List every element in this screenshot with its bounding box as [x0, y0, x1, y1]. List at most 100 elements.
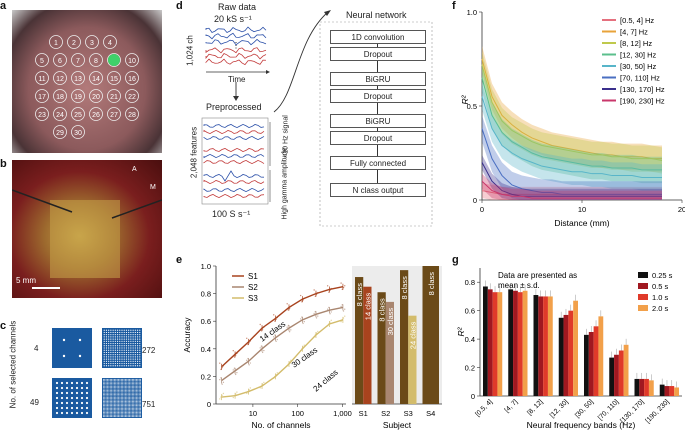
- selected-channel: [130, 329, 132, 331]
- scatter-point: [222, 392, 225, 395]
- selected-channel: [102, 407, 104, 409]
- electrode-circle: [125, 53, 139, 67]
- selected-channel: [118, 388, 120, 390]
- scatter-point: [246, 359, 248, 362]
- nn-arrow: [377, 128, 378, 131]
- selected-channel: [130, 405, 132, 407]
- selected-channel: [123, 340, 125, 342]
- selected-channel: [112, 402, 114, 404]
- selected-channel: [104, 410, 106, 412]
- selected-channel: [119, 392, 121, 394]
- selected-channel: [116, 396, 118, 398]
- selected-channel: [125, 360, 128, 362]
- legend-label: 0.5 s: [652, 282, 669, 291]
- selected-channel: [116, 400, 118, 402]
- selected-channel: [136, 336, 139, 338]
- selected-channel: [130, 414, 132, 416]
- selected-channel: [131, 396, 133, 398]
- selected-channel: [140, 396, 142, 398]
- selected-channel: [107, 391, 108, 393]
- selected-channel: [120, 414, 122, 416]
- scatter-point: [259, 323, 261, 326]
- selected-channel: [109, 413, 111, 415]
- selected-channel: [118, 380, 120, 382]
- scatter-point: [299, 294, 302, 297]
- selected-channel: [132, 340, 134, 342]
- selected-channel: [110, 354, 112, 356]
- selected-channel: [109, 403, 111, 405]
- selected-channel: [107, 413, 108, 415]
- selected-channel: [134, 354, 136, 356]
- selected-channel: [116, 391, 118, 393]
- selected-channel: [136, 383, 137, 384]
- selected-channel: [119, 387, 121, 389]
- selected-channel: [112, 331, 114, 334]
- selected-channel: [125, 334, 128, 336]
- selected-channel: [136, 349, 139, 351]
- bar: [609, 357, 615, 396]
- selected-channel: [104, 399, 106, 401]
- selected-channel: [134, 347, 136, 349]
- selected-channel: [137, 413, 139, 415]
- selected-channel: [121, 362, 123, 365]
- selected-channel: [137, 395, 139, 397]
- bar: [522, 290, 528, 396]
- selected-channel: [104, 407, 106, 409]
- selected-channel: [111, 385, 113, 387]
- selected-channel: [119, 365, 121, 367]
- selected-channel: [110, 356, 112, 358]
- selected-channel: [112, 381, 114, 383]
- selected-channel: [108, 356, 110, 358]
- scatter-point: [232, 369, 234, 371]
- selected-channel: [119, 406, 121, 408]
- category-label: [70, 110]: [597, 398, 620, 421]
- selected-channel: [128, 356, 130, 358]
- series-line: [481, 162, 662, 197]
- selected-channel: [111, 395, 113, 397]
- bar: [648, 380, 654, 396]
- selected-channel: [133, 381, 135, 383]
- selected-channel: [133, 407, 135, 409]
- selected-channel: [127, 402, 129, 404]
- selected-channel: [131, 398, 133, 400]
- selected-channel: [121, 342, 123, 345]
- selected-channel: [109, 400, 111, 402]
- selected-channel: [112, 389, 114, 391]
- selected-channel: [126, 380, 128, 382]
- selected-channel: [130, 360, 132, 362]
- selected-channel: [110, 360, 112, 362]
- selected-channel: [107, 388, 108, 390]
- selected-channel: [65, 381, 69, 385]
- selected-channel: [131, 414, 133, 416]
- selected-channel: [121, 340, 123, 342]
- selected-channel: [124, 407, 126, 409]
- selected-channel: [136, 385, 137, 387]
- scatter-point: [221, 383, 223, 385]
- selected-channel: [112, 413, 114, 415]
- selected-channel: [130, 416, 132, 418]
- selected-channel: [136, 351, 139, 354]
- selected-channel: [134, 381, 136, 383]
- selected-channel: [138, 380, 140, 382]
- scatter-point: [303, 344, 305, 346]
- scatter-point: [273, 336, 275, 338]
- selected-channel: [119, 391, 121, 393]
- selected-channel: [102, 402, 104, 404]
- selected-channel: [124, 416, 126, 418]
- scatter-point: [313, 289, 315, 291]
- selected-channel: [110, 347, 112, 349]
- selected-channel: [121, 351, 123, 354]
- selected-channel: [136, 402, 137, 404]
- selected-channel: [109, 398, 111, 400]
- selected-channel: [112, 387, 114, 389]
- selected-channel: [120, 378, 122, 380]
- nn-layer-box: Dropout: [330, 131, 426, 145]
- selected-channel: [134, 351, 136, 354]
- selected-channel: [116, 342, 119, 345]
- nn-arrow: [377, 86, 378, 89]
- selected-channel: [130, 338, 132, 340]
- selected-channel: [102, 391, 104, 393]
- y-tick-label: 0: [471, 392, 475, 401]
- series-line: [481, 64, 663, 162]
- selected-channel: [110, 340, 112, 342]
